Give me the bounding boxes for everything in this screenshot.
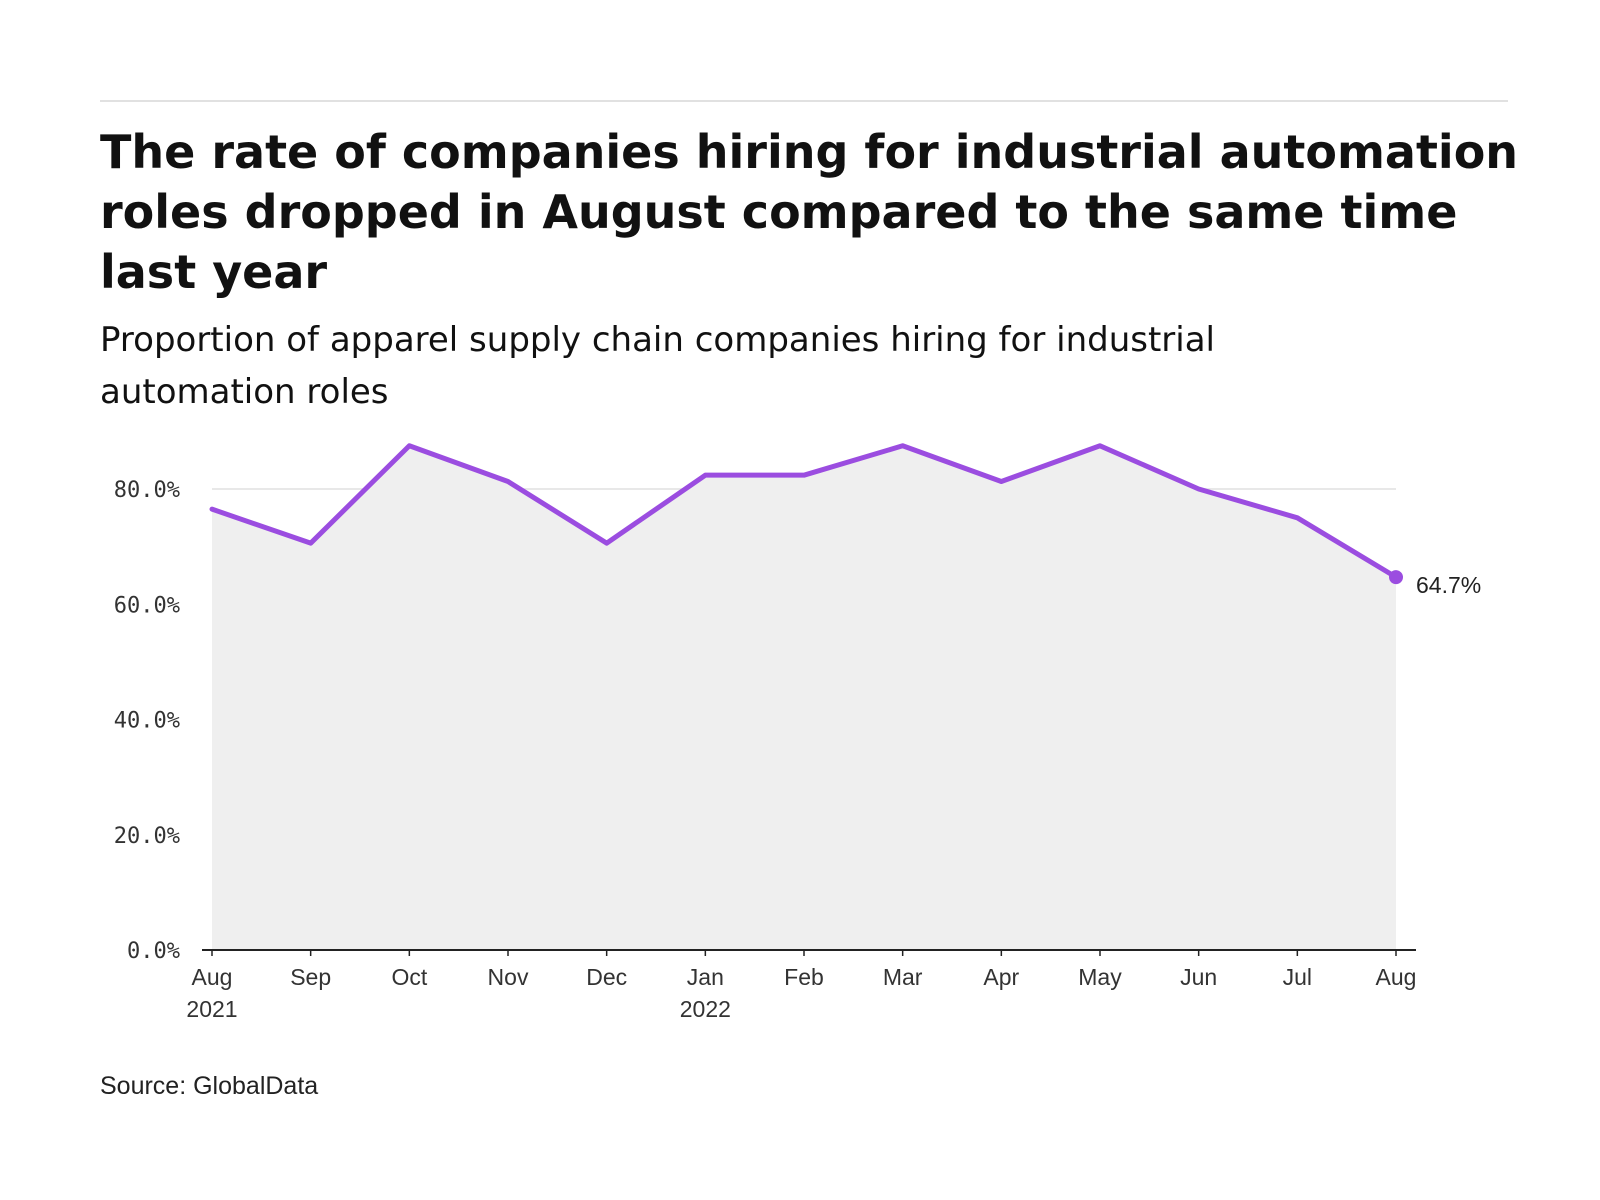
x-tick-label-month: May bbox=[1078, 964, 1122, 990]
x-tick-label-year: 2021 bbox=[186, 996, 237, 1022]
axis-layer bbox=[202, 949, 1416, 956]
source-note: Source: GlobalData bbox=[100, 1072, 319, 1100]
x-tick-label-month: Sep bbox=[290, 964, 331, 990]
y-tick-label: 60.0% bbox=[114, 593, 180, 618]
top-rule bbox=[100, 100, 1508, 102]
x-tick-label-year: 2022 bbox=[680, 996, 731, 1022]
x-tick-label-month: Nov bbox=[488, 964, 529, 990]
area-layer bbox=[212, 445, 1396, 950]
x-tick-label-month: Jun bbox=[1180, 964, 1217, 990]
chart-title: The rate of companies hiring for industr… bbox=[100, 125, 1519, 299]
label-layer: 0.0% 20.0% 40.0% 60.0% 80.0% 64.7% Aug 2021 Sep O… bbox=[114, 478, 1481, 1022]
x-tick-label-month: Jul bbox=[1283, 964, 1312, 990]
x-tick-label-month: Apr bbox=[983, 964, 1019, 990]
end-value-label: 64.7% bbox=[1416, 572, 1481, 598]
line-layer bbox=[209, 443, 1403, 585]
y-tick-label: 80.0% bbox=[114, 478, 180, 503]
x-tick-label-month: Aug bbox=[1376, 964, 1417, 990]
y-tick-label: 20.0% bbox=[114, 824, 180, 849]
x-tick-label-month: Aug bbox=[192, 964, 233, 990]
y-tick-label: 40.0% bbox=[114, 709, 180, 734]
end-point-marker bbox=[1389, 570, 1403, 585]
x-tick-label-month: Oct bbox=[391, 964, 427, 990]
x-tick-label-month: Dec bbox=[586, 964, 627, 990]
chart-subtitle: Proportion of apparel supply chain compa… bbox=[100, 320, 1215, 412]
x-tick-label-month: Mar bbox=[883, 964, 923, 990]
series-line bbox=[209, 443, 1399, 580]
x-tick-label-month: Jan bbox=[687, 964, 724, 990]
area-fill bbox=[212, 445, 1396, 950]
y-tick-label: 0.0% bbox=[127, 939, 180, 964]
x-tick-label-month: Feb bbox=[784, 964, 824, 990]
